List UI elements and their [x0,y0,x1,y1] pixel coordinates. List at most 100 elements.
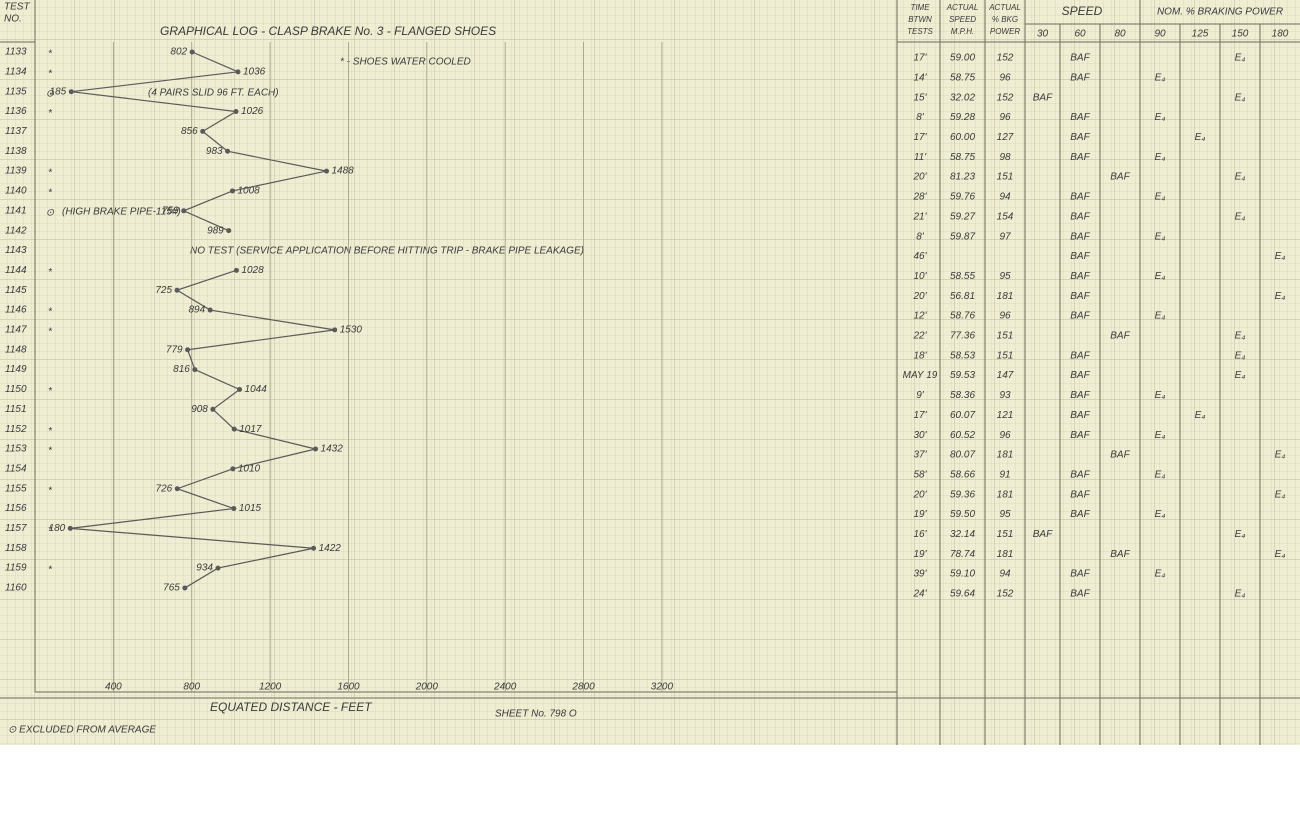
table-cell: 59.87 [950,231,975,242]
table-cell: BAF [1070,53,1090,64]
table-header: % BKG [992,15,1018,24]
data-point [231,506,237,512]
y-tick-label: 1144 [5,265,27,276]
table-cell: 59.64 [950,589,975,600]
row-marker: ⊙ [46,207,55,218]
table-cell: 95 [999,509,1011,520]
table-cell: E₄ [1155,430,1166,441]
table-cell: BAF [1070,311,1090,322]
y-tick-label: 1133 [5,47,27,58]
y-tick-label: 1146 [5,305,27,316]
table-cell: E₄ [1195,410,1206,421]
frame [0,0,1300,745]
table-cell: 58.66 [950,469,975,480]
y-tick-label: 1143 [5,245,27,256]
x-tick-label: 3200 [651,682,674,693]
table-column-header: 60 [1074,29,1086,40]
table-cell: 181 [997,549,1014,560]
table-cell: E₄ [1155,509,1166,520]
table-cell: BAF [1070,251,1090,262]
table-cell: E₄ [1275,489,1286,500]
table-cell: E₄ [1235,350,1246,361]
data-point [189,49,195,55]
table-cell: 24' [912,589,927,600]
row-marker: * [48,525,53,536]
x-tick-label: 1200 [259,682,282,693]
table-cell: BAF [1070,509,1090,520]
y-tick-label: 1145 [5,285,27,296]
table-cell: MAY 19 [903,370,938,381]
data-label: 816 [173,364,190,375]
row-marker: * [48,108,53,119]
table-cell: E₄ [1155,72,1166,83]
table-header: POWER [990,27,1020,36]
table-cell: BAF [1070,390,1090,401]
table-cell: 16' [913,529,927,540]
data-point [200,128,206,134]
major-grid [0,0,1300,745]
data-point [207,307,213,313]
excluded-note: ⊙ EXCLUDED FROM AVERAGE [8,725,156,736]
table-cell: 60.52 [950,430,975,441]
table-cell: BAF [1070,469,1090,480]
table-header: BTWN [908,15,932,24]
y-tick-label: 1158 [5,543,27,554]
table-cell: BAF [1110,331,1130,342]
y-tick-label: 1147 [5,325,27,336]
table-cell: 17' [913,132,927,143]
table-cell: E₄ [1235,172,1246,183]
table-cell: E₄ [1275,291,1286,302]
data-label: 1017 [239,424,262,435]
table-cell: 46' [913,251,927,262]
table-cell: 8' [916,231,925,242]
table-cell: E₄ [1155,569,1166,580]
table-cell: 56.81 [950,291,975,302]
table-cell: 151 [997,350,1014,361]
table-header: ACTUAL [988,3,1021,12]
table-cell: 152 [997,92,1014,103]
y-tick-label: 1140 [5,186,27,197]
table-cell: 19' [913,549,927,560]
table-cell: 80.07 [950,450,975,461]
table-cell: E₄ [1275,450,1286,461]
y-tick-label: 1139 [5,166,27,177]
table-cell: 58' [913,469,927,480]
table-cell: 154 [997,211,1014,222]
data-label: 1530 [340,325,363,336]
table-cell: 32.02 [950,92,975,103]
table-cell: E₄ [1235,92,1246,103]
table-cell: 11' [914,152,927,163]
table-column-header: 125 [1192,29,1209,40]
table-cell: BAF [1070,350,1090,361]
table-cell: 59.27 [950,211,975,222]
x-tick-label: 1600 [337,682,360,693]
table-cell: BAF [1070,430,1090,441]
table-cell: E₄ [1235,529,1246,540]
data-label: 1432 [321,444,344,455]
y-tick-label: 1135 [5,86,27,97]
table-cell: 10' [913,271,927,282]
table-cell: BAF [1110,549,1130,560]
x-tick-label: 400 [105,682,122,693]
table-cell: 94 [999,192,1011,203]
data-point [210,406,216,412]
table-cell: E₄ [1275,251,1286,262]
table-cell: 91 [999,469,1010,480]
table-cell: 151 [997,331,1014,342]
table-cell: 15' [913,92,927,103]
data-point [233,109,239,115]
data-label: 1036 [243,66,266,77]
data-point [235,69,241,75]
table-cell: 181 [997,489,1014,500]
table-cell: 59.36 [950,489,975,500]
table-cell: BAF [1110,172,1130,183]
y-tick-label: 1160 [5,583,27,594]
table-cell: 58.75 [950,152,975,163]
table-column-header: 30 [1037,29,1049,40]
table-cell: E₄ [1155,192,1166,203]
table-cell: 19' [913,509,927,520]
table-cell: BAF [1070,112,1090,123]
data-point [237,386,243,392]
x-axis-label: EQUATED DISTANCE - FEET [210,700,373,714]
table-cell: E₄ [1195,132,1206,143]
